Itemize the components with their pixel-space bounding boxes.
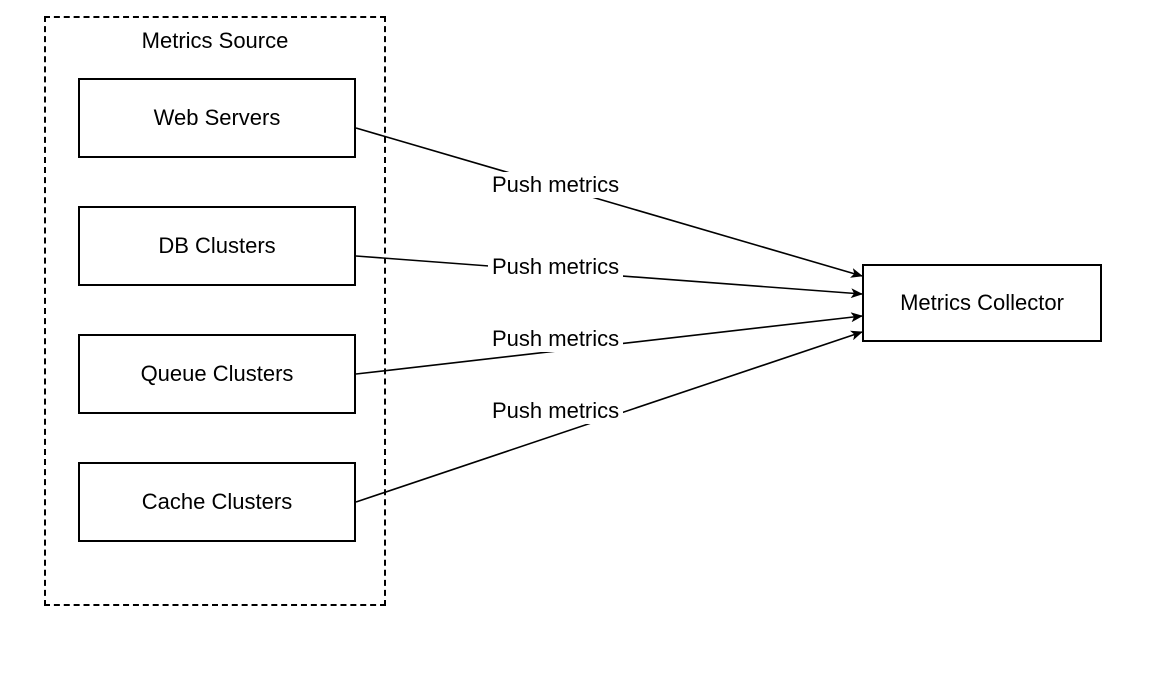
edge-label-queue-clusters: Push metrics — [488, 326, 623, 352]
edge-label-cache-clusters: Push metrics — [488, 398, 623, 424]
db-clusters-box: DB Clusters — [78, 206, 356, 286]
cache-clusters-label: Cache Clusters — [142, 489, 292, 515]
db-clusters-label: DB Clusters — [158, 233, 275, 259]
web-servers-box: Web Servers — [78, 78, 356, 158]
metrics-collector-box: Metrics Collector — [862, 264, 1102, 342]
metrics-source-label: Metrics Source — [44, 28, 386, 54]
cache-clusters-box: Cache Clusters — [78, 462, 356, 542]
edge-label-web-servers: Push metrics — [488, 172, 623, 198]
metrics-collector-label: Metrics Collector — [900, 290, 1064, 316]
architecture-diagram: Metrics Source Web Servers DB Clusters Que… — [0, 0, 1170, 674]
queue-clusters-box: Queue Clusters — [78, 334, 356, 414]
edge-label-db-clusters: Push metrics — [488, 254, 623, 280]
web-servers-label: Web Servers — [154, 105, 281, 131]
queue-clusters-label: Queue Clusters — [141, 361, 294, 387]
